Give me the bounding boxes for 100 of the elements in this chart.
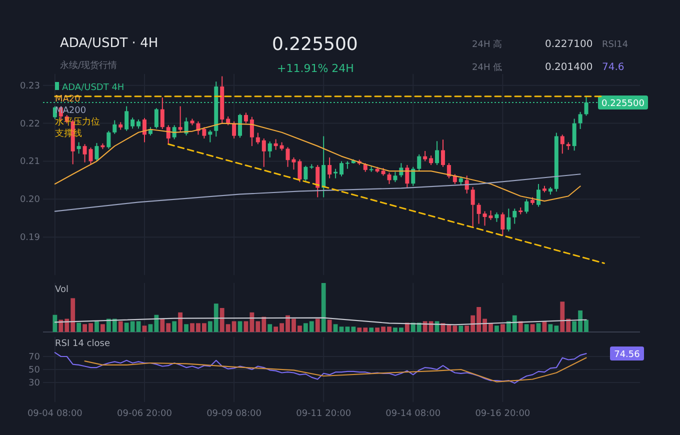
x-tick-label: 09-14 08:00 (386, 409, 441, 419)
y-tick-label: 0.22 (20, 119, 40, 130)
line-series (54, 174, 581, 212)
candlestick (184, 117, 188, 136)
text: 74.56 (614, 350, 640, 360)
x-tick-label: 09-16 20:00 (475, 409, 530, 419)
candlestick (322, 136, 326, 198)
chart-title: Vol (55, 285, 68, 295)
candlestick (76, 142, 81, 154)
bar (94, 321, 99, 332)
candlestick (88, 147, 93, 165)
x-tick-label: 09-04 08:00 (27, 409, 83, 419)
candlestick (405, 164, 410, 188)
candlestick (244, 112, 248, 124)
chart-subtitle: 永续/现货行情 (60, 60, 118, 71)
ref-line-label: 0.225500 (602, 98, 645, 109)
candlestick (334, 168, 338, 179)
candlestick (136, 119, 141, 130)
candlestick (106, 130, 111, 150)
candlestick (94, 142, 99, 162)
candlestick (232, 120, 236, 139)
candlestick (417, 154, 422, 172)
bar (244, 321, 248, 332)
text: RSI14 (602, 40, 628, 50)
candlestick (112, 120, 117, 134)
candlestick (446, 162, 451, 179)
candlestick (500, 212, 505, 236)
y-tick-label: 30 (28, 378, 40, 388)
bar (500, 324, 505, 332)
bar (524, 324, 529, 332)
text: 0.201400 (545, 62, 593, 73)
candlestick (238, 113, 242, 138)
text: 0.225500 (272, 34, 358, 55)
y-tick-label: 70 (28, 352, 40, 362)
bar (536, 323, 541, 332)
y-tick-label: 50 (28, 366, 40, 376)
candlestick (154, 108, 158, 130)
candlestick (340, 160, 344, 177)
candlestick (142, 117, 146, 143)
bar (494, 326, 499, 332)
text: 0.227100 (545, 39, 593, 50)
candlestick (316, 164, 320, 198)
annotation: +11.91% 24H (277, 62, 354, 75)
chart-title: ADA/USDT · 4H (60, 36, 158, 51)
candlestick (262, 138, 266, 168)
bar (530, 324, 535, 332)
text: MA20 (55, 94, 81, 104)
bar (333, 324, 338, 332)
bar (52, 314, 58, 332)
candlestick (524, 198, 529, 214)
bar (268, 324, 272, 332)
bar (327, 320, 332, 332)
candlestick (328, 156, 332, 179)
candlestick (429, 155, 434, 166)
candlestick (411, 166, 416, 186)
candlestick (208, 130, 212, 143)
candlestick (268, 141, 272, 158)
y-tick-label: 0.21 (20, 157, 40, 168)
text: 24H 高 (472, 39, 502, 50)
bar (142, 326, 147, 332)
x-tick-label: 09-11 20:00 (296, 409, 352, 419)
bar (238, 321, 242, 332)
bar (118, 321, 123, 332)
candlestick (298, 158, 302, 183)
candlestick (536, 183, 541, 208)
bar (315, 318, 320, 332)
candlestick (178, 106, 182, 132)
candlestick (512, 208, 517, 224)
line-series (84, 357, 587, 382)
candlestick (82, 144, 87, 163)
bar (178, 312, 183, 332)
candlestick (476, 202, 481, 224)
candlestick (470, 186, 475, 228)
bar (172, 321, 177, 332)
bar (458, 326, 464, 332)
candlestick (274, 138, 278, 150)
candlestick (393, 171, 398, 183)
candlestick (160, 97, 164, 130)
candlestick (387, 172, 392, 184)
candlestick (482, 210, 487, 226)
y-tick-label: 0.19 (20, 233, 40, 244)
candlestick (578, 111, 582, 130)
candlestick (304, 165, 308, 182)
bar (100, 324, 105, 332)
candlestick (256, 132, 260, 145)
candlestick (130, 117, 135, 130)
chart-title: RSI 14 close (55, 339, 110, 349)
line-series (54, 352, 587, 384)
candlestick (172, 124, 176, 140)
bar (339, 326, 344, 332)
candlestick (440, 139, 445, 168)
candlestick (494, 212, 499, 222)
candlestick (488, 210, 493, 221)
candlestick (399, 162, 404, 178)
candlestick (166, 124, 170, 145)
y-tick-label: 0.20 (20, 195, 40, 206)
candlestick (250, 116, 254, 147)
candlestick (423, 150, 428, 162)
legend-label: ADA/USDT 4H (62, 83, 124, 93)
bar (184, 324, 188, 332)
